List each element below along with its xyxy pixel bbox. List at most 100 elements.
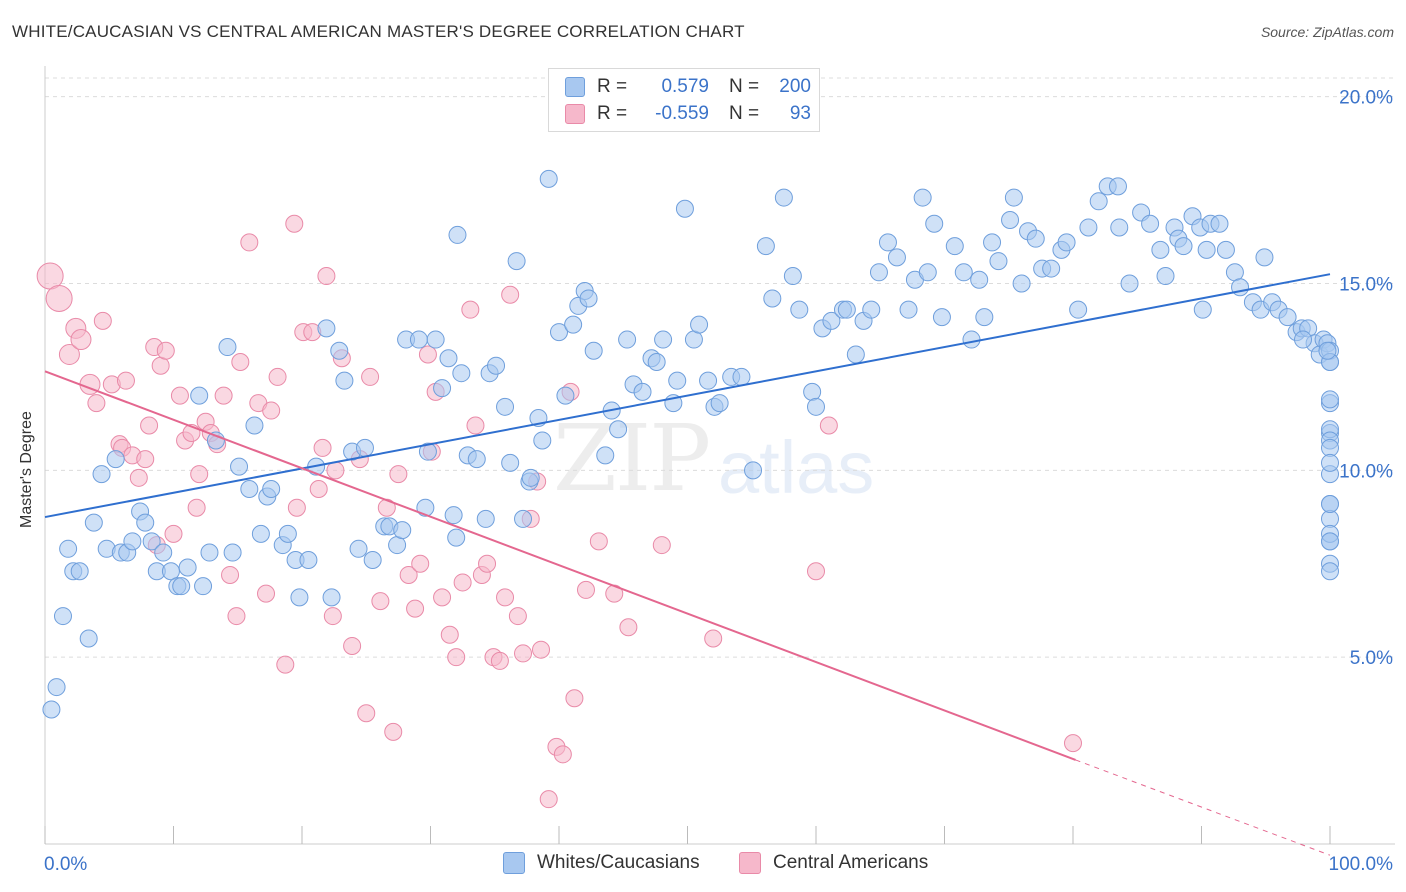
trend-lines (44, 273, 1331, 856)
data-point-central-americans (411, 554, 430, 573)
data-point-central-americans (433, 588, 452, 607)
data-point-central-americans (287, 498, 306, 517)
data-point-whites (763, 289, 782, 308)
bottom-legend-label: Central Americans (773, 852, 929, 873)
data-point-whites (290, 588, 309, 607)
data-point-whites (514, 509, 533, 528)
tick-labels: 5.0% 10.0% 15.0% 20.0% 0.0% 100.0% (44, 88, 1393, 875)
data-point-whites (467, 450, 486, 469)
data-point-whites (123, 532, 142, 551)
data-point-whites (1004, 188, 1023, 207)
data-point-whites (954, 263, 973, 282)
data-point-whites (690, 315, 709, 334)
legend-n-label: N = (729, 103, 760, 124)
data-point-central-americans (262, 401, 281, 420)
data-point-central-americans (399, 565, 418, 584)
data-point-whites (533, 431, 552, 450)
data-point-central-americans (309, 480, 328, 499)
data-point-whites (92, 465, 111, 484)
data-point-whites (1174, 237, 1193, 256)
data-point-central-americans (532, 640, 551, 659)
data-point-whites (975, 308, 994, 327)
data-point-whites (925, 214, 944, 233)
data-point-central-americans (70, 329, 92, 351)
data-point-whites (1321, 390, 1339, 409)
data-point-central-americans (317, 267, 336, 286)
data-point-whites (962, 330, 981, 349)
data-point-central-americans (576, 580, 595, 599)
data-point-central-americans (478, 554, 497, 573)
data-point-whites (1294, 330, 1313, 349)
data-point-whites (447, 528, 466, 547)
legend-swatch-blue (565, 77, 585, 97)
data-point-whites (1089, 192, 1108, 211)
data-point-whites (1321, 562, 1339, 581)
data-point-whites (869, 263, 888, 282)
bottom-legend-whites: Whites/Caucasians (503, 852, 700, 874)
data-point-central-americans (553, 745, 572, 764)
data-point-whites (251, 524, 270, 543)
data-point-whites (887, 248, 906, 267)
data-point-whites (426, 330, 445, 349)
data-point-whites (1110, 218, 1129, 237)
chart-title: WHITE/CAUCASIAN VS CENTRAL AMERICAN MAST… (12, 22, 745, 41)
bottom-legend: Whites/Caucasians Central Americans (0, 852, 1406, 878)
data-point-whites (803, 382, 822, 401)
data-point-central-americans (514, 644, 533, 663)
data-point-whites (409, 330, 428, 349)
data-point-whites (245, 416, 264, 435)
data-point-whites (444, 506, 463, 525)
data-point-whites (647, 352, 666, 371)
legend-n-value: 200 (779, 76, 811, 97)
data-point-central-americans (807, 562, 825, 581)
data-point-central-americans (276, 655, 295, 674)
data-point-whites (774, 188, 793, 207)
data-point-whites (633, 382, 652, 401)
bottom-legend-label: Whites/Caucasians (537, 852, 700, 873)
data-point-whites (837, 300, 856, 319)
data-point-whites (596, 446, 615, 465)
data-point-whites (230, 457, 249, 476)
data-point-whites (299, 551, 318, 570)
data-point-whites (278, 524, 297, 543)
data-point-whites (970, 270, 989, 289)
data-point-whites (932, 308, 951, 327)
data-point-whites (330, 341, 349, 360)
data-point-whites (79, 629, 98, 648)
data-point-whites (349, 539, 368, 558)
data-point-central-americans (231, 352, 250, 371)
data-point-whites (172, 577, 191, 596)
data-point-whites (487, 356, 506, 375)
data-point-central-americans (240, 233, 259, 252)
data-point-whites (783, 267, 802, 286)
data-point-whites (744, 461, 763, 480)
data-point-central-americans (45, 284, 73, 312)
data-point-whites (556, 386, 575, 405)
data-point-central-americans (136, 450, 155, 469)
data-point-whites (1057, 233, 1076, 252)
data-point-whites (756, 237, 775, 256)
data-point-whites (388, 536, 407, 555)
trend-line-central-americans-extrapolated (1075, 759, 1331, 856)
data-point-whites (1255, 248, 1274, 267)
data-point-whites (1216, 240, 1235, 259)
data-point-central-americans (140, 416, 159, 435)
data-point-central-americans (453, 573, 472, 592)
data-point-whites (53, 607, 72, 626)
data-point-central-americans (490, 651, 509, 670)
watermark-atlas: atlas (718, 426, 875, 509)
data-point-central-americans (1064, 734, 1082, 753)
data-point-whites (846, 345, 865, 364)
data-point-whites (1012, 274, 1031, 293)
data-point-whites (564, 315, 583, 334)
data-point-central-americans (508, 607, 527, 626)
data-point-whites (1278, 308, 1297, 327)
data-point-whites (1225, 263, 1244, 282)
data-point-central-americans (58, 344, 80, 366)
data-point-central-americans (440, 625, 459, 644)
data-point-whites (161, 562, 180, 581)
data-point-central-americans (384, 722, 403, 741)
data-point-whites (983, 233, 1002, 252)
legend-r-value: 0.579 (661, 76, 709, 97)
data-point-central-americans (170, 386, 189, 405)
